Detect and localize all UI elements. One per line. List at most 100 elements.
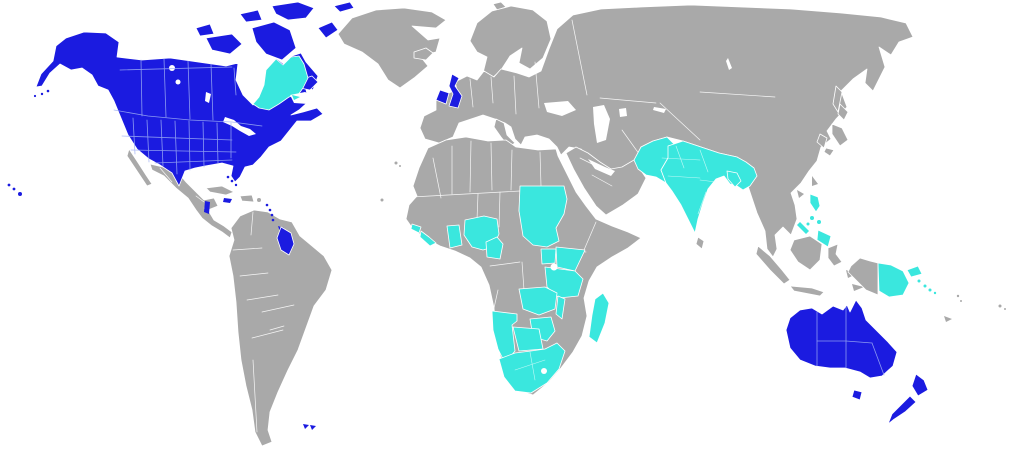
region-palawan xyxy=(797,222,809,234)
region-malawi xyxy=(555,295,566,320)
great-bear-lake xyxy=(169,65,175,71)
region-canary-islands xyxy=(394,161,398,165)
caspian-sea xyxy=(593,105,610,143)
region-liberia xyxy=(419,230,437,247)
region-iceland xyxy=(413,47,434,61)
region-bahamas-3 xyxy=(234,183,238,187)
region-guyana xyxy=(276,226,295,256)
region-aleutians xyxy=(46,89,50,93)
region-arctic-island-ne xyxy=(317,21,339,39)
region-solomons-2 xyxy=(923,284,927,288)
region-hawaii-2 xyxy=(12,187,16,191)
region-solomons xyxy=(917,279,921,283)
region-sierra-leone xyxy=(410,223,422,234)
region-australia xyxy=(785,299,898,379)
region-ghana xyxy=(446,224,463,249)
region-arabian-peninsula xyxy=(565,146,647,216)
region-japan-kyushu xyxy=(823,147,835,157)
region-solomons-4 xyxy=(933,291,937,295)
black-sea xyxy=(544,101,576,116)
inland-seas-gray xyxy=(544,58,732,176)
region-japan-honshu xyxy=(831,123,849,147)
region-luzon xyxy=(809,193,821,213)
gulf-of-st-lawrence xyxy=(290,92,314,104)
region-sumatra xyxy=(755,245,791,285)
region-scandinavia xyxy=(469,5,552,80)
region-uganda xyxy=(540,248,557,265)
region-vanuatu-2 xyxy=(960,300,962,302)
region-greenland xyxy=(337,7,447,89)
region-sulawesi xyxy=(827,243,843,267)
region-hawaii xyxy=(7,183,11,187)
region-fiji xyxy=(998,304,1002,308)
region-tanzania xyxy=(544,266,584,299)
region-eurasia xyxy=(419,4,914,258)
region-quebec xyxy=(252,55,309,111)
region-canary-islands-2 xyxy=(399,165,401,167)
region-sakhalin xyxy=(832,85,843,113)
lake-balkhash xyxy=(653,107,666,113)
region-arctic-island-small xyxy=(239,9,263,23)
region-solomons-3 xyxy=(928,288,932,292)
blue-regions xyxy=(7,1,929,430)
region-visayas xyxy=(810,216,814,220)
region-belize xyxy=(204,201,210,214)
gray-landmasses xyxy=(126,1,1006,447)
great-slave-lake xyxy=(175,79,181,85)
region-vanuatu xyxy=(956,294,960,298)
region-south-africa xyxy=(498,342,566,394)
region-papua-new-guinea xyxy=(877,262,910,298)
region-great-britain xyxy=(448,73,463,109)
region-sri-lanka xyxy=(695,236,705,250)
region-zambia xyxy=(518,286,558,316)
region-borneo xyxy=(789,235,823,271)
region-baffin-island xyxy=(251,21,297,61)
subdivision-borders-blue xyxy=(113,58,885,376)
region-lesser-antilles-4 xyxy=(271,218,275,222)
region-anticosti xyxy=(292,95,300,100)
lesotho-outline xyxy=(541,368,547,374)
region-sudan xyxy=(518,185,568,248)
region-mindanao xyxy=(816,229,832,248)
region-jamaica xyxy=(223,198,232,203)
subdivision-borders-cyan xyxy=(514,145,717,381)
region-west-new-guinea xyxy=(847,257,879,296)
region-madagascar xyxy=(588,292,610,344)
region-moluccas xyxy=(852,284,864,291)
region-arctic-sliver xyxy=(333,1,355,13)
lake-baikal xyxy=(726,58,732,70)
region-hispaniola xyxy=(239,194,255,203)
region-new-caledonia xyxy=(944,316,952,322)
region-cape-verde xyxy=(380,198,384,202)
region-nz-south-island xyxy=(887,395,917,425)
region-visayas-2 xyxy=(817,220,821,224)
region-mexico-central-america xyxy=(149,163,233,239)
region-namibia xyxy=(491,310,518,364)
persian-gulf xyxy=(588,159,615,176)
region-bahamas-2 xyxy=(230,179,234,183)
region-falklands-east xyxy=(310,425,316,430)
region-lesser-antilles xyxy=(265,203,269,207)
region-lesser-antilles-2 xyxy=(268,208,272,212)
region-canada-usa-mainland xyxy=(35,31,324,187)
aral-sea xyxy=(619,108,627,117)
region-aleutians-2 xyxy=(40,92,44,96)
region-tasmania xyxy=(851,389,863,401)
region-ireland xyxy=(435,89,450,105)
cyan-regions xyxy=(252,55,937,394)
region-india xyxy=(660,140,758,234)
region-korea xyxy=(816,133,828,149)
lake-winnipeg xyxy=(205,92,211,103)
region-aleutians-3 xyxy=(33,94,37,98)
lake-victoria xyxy=(550,263,558,271)
region-victoria-island xyxy=(205,33,243,55)
region-visayas-3 xyxy=(806,222,810,226)
region-cameroon xyxy=(485,236,504,260)
region-puerto-rico xyxy=(257,198,261,202)
region-new-britain xyxy=(906,265,923,278)
region-lesser-antilles-3 xyxy=(270,213,274,217)
region-hainan xyxy=(797,190,804,198)
region-fiji-2 xyxy=(1004,308,1006,310)
